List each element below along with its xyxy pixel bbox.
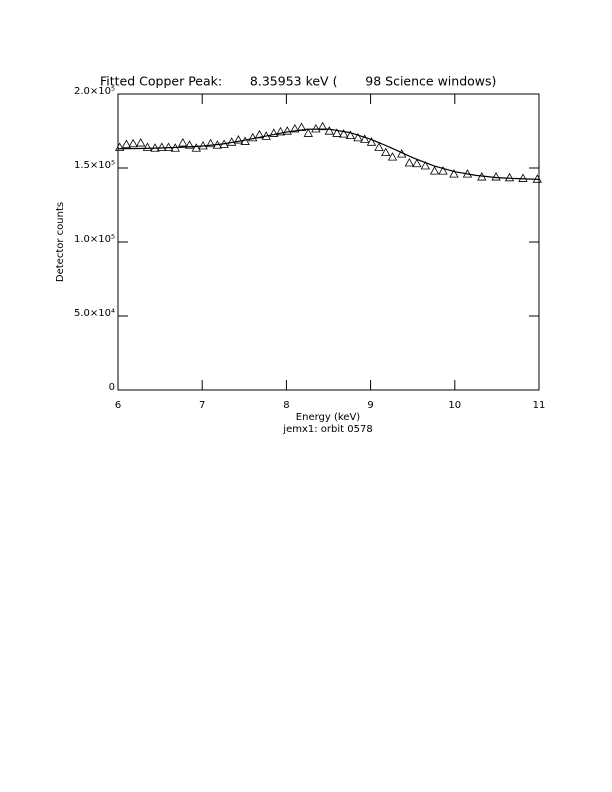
y-tick-label: 1.0×10⁵ [74,234,115,245]
data-point [233,135,244,144]
x-tick-label: 8 [283,400,289,411]
data-point [332,128,342,137]
data-point [142,142,153,151]
data-point [157,142,167,151]
data-point [303,128,313,137]
data-point [269,128,279,137]
chart-title: Fitted Copper Peak: 8.35953 keV ( 98 Sci… [100,74,496,89]
y-tick-label: 2.0×10⁵ [74,86,115,97]
data-point [282,126,292,135]
y-tick-label: 1.5×10⁵ [74,160,115,171]
x-tick-label: 9 [367,400,373,411]
data-point [178,138,188,147]
data-point [374,142,384,151]
x-tick-label: 6 [115,400,121,411]
y-tick-label: 0 [109,382,115,393]
data-point [420,160,431,170]
x-tick-label: 11 [533,400,546,411]
data-point [412,158,422,168]
data-point [429,166,440,175]
data-point [366,137,377,146]
data-point [311,123,321,133]
data-point [345,130,356,140]
data-point [438,166,448,175]
data-point [360,134,370,143]
data-point [205,138,216,148]
x-tick-label: 10 [448,400,461,411]
data-point [121,139,132,148]
data-point [518,173,528,182]
data-point [404,157,415,167]
data-point [248,132,258,142]
y-axis-label: Detector counts [55,202,66,282]
subtitle: jemx1: orbit 0578 [282,424,372,435]
data-point [504,172,515,182]
data-point [128,138,138,148]
y-tick-label: 5.0×10⁴ [74,308,115,319]
fit-line [117,128,540,180]
data-point [191,143,201,152]
data-point [290,123,300,133]
data-point [184,140,195,149]
data-point [275,126,286,136]
data-point [387,152,398,161]
data-point [163,142,174,151]
data-point [491,172,501,181]
x-tick-label: 7 [199,400,205,411]
data-point [115,142,125,151]
data-point [136,138,146,147]
data-point [449,169,459,178]
data-point [381,147,391,157]
data-point [324,126,335,135]
data-point [338,129,349,138]
data-point [317,121,328,131]
x-axis-label: Energy (keV) [296,412,361,423]
data-point [353,132,363,142]
